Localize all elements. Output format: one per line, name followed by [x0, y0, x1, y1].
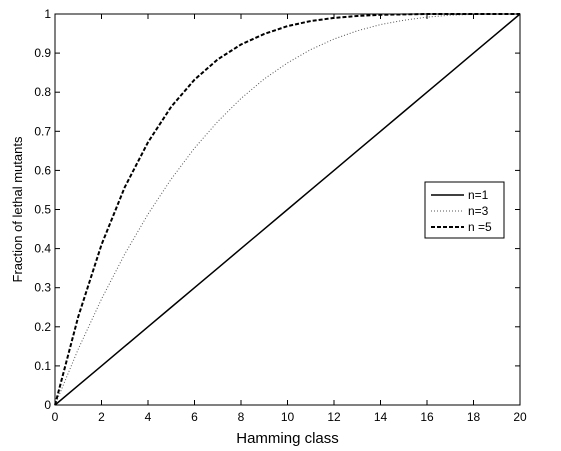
x-tick-label: 18 [467, 410, 481, 424]
y-tick-label: 0.4 [34, 242, 51, 256]
y-tick-label: 0 [44, 398, 51, 412]
series-line-n1 [54, 13, 521, 406]
series-layer [54, 13, 521, 406]
y-tick-label: 0.6 [34, 163, 51, 177]
y-tick-label: 0.7 [34, 124, 51, 138]
x-tick-label: 12 [327, 410, 341, 424]
y-tick-label: 0.2 [34, 320, 51, 334]
legend: n=1 n=3 n =5 [424, 181, 505, 239]
x-tick-label: 4 [145, 410, 152, 424]
x-axis: 0 2 4 6 8 10 12 14 16 18 20 [52, 14, 527, 424]
y-tick-label: 0.5 [34, 203, 51, 217]
series-line-n3 [54, 13, 520, 406]
legend-box [424, 181, 505, 239]
x-axis-label: Hamming class [236, 430, 339, 447]
legend-label-n5: n =5 [468, 220, 492, 234]
y-tick-label: 1 [44, 7, 51, 21]
legend-label-n3: n=3 [468, 204, 489, 218]
x-tick-label: 8 [238, 410, 245, 424]
x-tick-label: 10 [281, 410, 295, 424]
x-tick-label: 16 [420, 410, 434, 424]
y-tick-label: 0.1 [34, 359, 51, 373]
x-tick-label: 2 [98, 410, 105, 424]
x-tick-label: 14 [374, 410, 388, 424]
y-tick-label: 0.9 [34, 46, 51, 60]
legend-label-n1: n=1 [468, 188, 489, 202]
y-tick-label: 0.3 [34, 281, 51, 295]
y-tick-label: 0.8 [34, 85, 51, 99]
x-tick-label: 6 [191, 410, 198, 424]
y-axis-label: Fraction of lethal mutants [10, 136, 25, 282]
x-tick-label: 0 [52, 410, 59, 424]
x-tick-label: 20 [513, 410, 527, 424]
